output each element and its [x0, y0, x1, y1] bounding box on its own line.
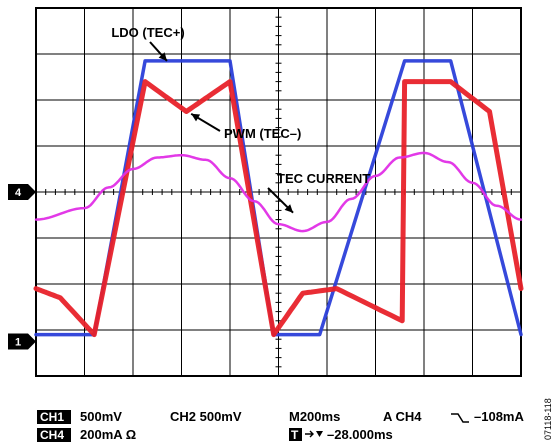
annotations: LDO (TEC+) PWM (TEC–) TEC CURRENT	[111, 25, 370, 214]
ch1-scale: 500mV	[80, 409, 122, 424]
annotation-arrowhead	[191, 113, 201, 122]
channel-marker	[8, 184, 36, 200]
channel-marker-label: 4	[15, 187, 22, 199]
t-badge-box	[289, 428, 302, 441]
ch1-badge-box	[37, 410, 71, 424]
trigger-level: –108mA	[474, 409, 524, 424]
trigger-position: –28.000ms	[327, 427, 393, 442]
arrow-right-icon	[305, 430, 314, 438]
triangle-down-icon	[316, 431, 323, 437]
channel-markers: 41	[8, 184, 36, 350]
falling-edge-icon	[451, 413, 469, 423]
graticule	[35, 7, 522, 377]
figure-id: 07118-118	[543, 398, 553, 440]
annotation-arrowhead	[158, 52, 167, 61]
ch2-scale: CH2 500mV	[170, 409, 242, 424]
ch4-badge-box	[37, 428, 71, 442]
trace-3	[34, 151, 523, 233]
annotation-label: LDO (TEC+)	[111, 25, 184, 40]
trigger-source: A CH4	[383, 409, 422, 424]
status-bar: CH1 500mV CH2 500mV M200ms A CH4 –108mA …	[37, 409, 524, 442]
channel-marker	[8, 333, 36, 350]
ch4-scale: 200mA Ω	[80, 427, 136, 442]
trace-2	[33, 79, 524, 338]
annotation-arrowhead	[284, 204, 294, 213]
t-badge: T	[291, 428, 299, 442]
channel-marker-label: 1	[15, 337, 21, 349]
ch4-badge: CH4	[40, 428, 64, 442]
timebase: M200ms	[289, 409, 340, 424]
traces	[33, 59, 524, 338]
annotation-label: TEC CURRENT	[277, 171, 370, 186]
ch1-badge: CH1	[40, 410, 64, 424]
annotation-label: PWM (TEC–)	[224, 126, 301, 141]
